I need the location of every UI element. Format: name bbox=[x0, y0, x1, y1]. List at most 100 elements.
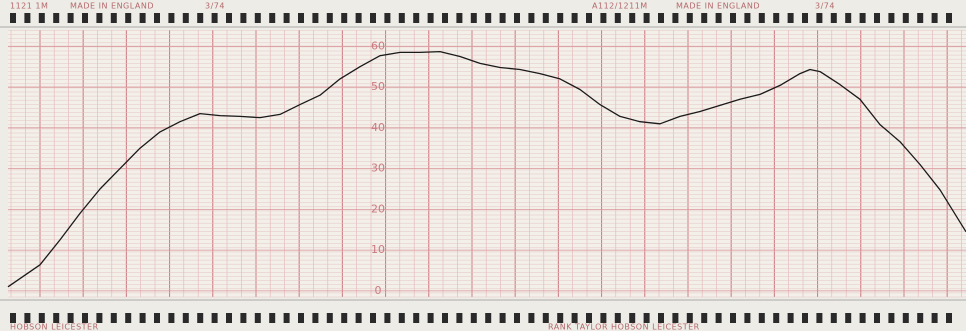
sprocket bbox=[543, 313, 549, 323]
sprocket bbox=[226, 13, 232, 23]
sprocket bbox=[831, 313, 837, 323]
y-tick-label: 50 bbox=[371, 80, 385, 93]
sprocket bbox=[860, 313, 866, 323]
y-tick-label: 20 bbox=[371, 202, 385, 215]
sprocket bbox=[10, 313, 16, 323]
sprocket bbox=[269, 13, 275, 23]
sprocket bbox=[500, 313, 506, 323]
sprocket bbox=[917, 313, 923, 323]
sprocket bbox=[82, 13, 88, 23]
sprocket bbox=[39, 13, 45, 23]
sprocket bbox=[672, 13, 678, 23]
sprocket bbox=[53, 13, 59, 23]
sprocket bbox=[687, 313, 693, 323]
sprocket bbox=[514, 13, 520, 23]
sprocket bbox=[658, 13, 664, 23]
sprocket bbox=[399, 313, 405, 323]
decoration bbox=[0, 13, 966, 323]
sprocket bbox=[197, 313, 203, 323]
sprocket bbox=[428, 13, 434, 23]
sprocket bbox=[658, 313, 664, 323]
sprocket bbox=[226, 313, 232, 323]
sprocket bbox=[140, 313, 146, 323]
sprocket bbox=[744, 313, 750, 323]
sprocket bbox=[773, 313, 779, 323]
sprocket bbox=[140, 13, 146, 23]
sprocket bbox=[284, 313, 290, 323]
sprocket bbox=[370, 313, 376, 323]
sprocket bbox=[197, 13, 203, 23]
sprocket bbox=[845, 313, 851, 323]
sprocket bbox=[183, 13, 189, 23]
sprocket bbox=[24, 13, 30, 23]
sprocket bbox=[629, 313, 635, 323]
sprocket bbox=[586, 313, 592, 323]
sprocket bbox=[528, 13, 534, 23]
sprocket bbox=[716, 313, 722, 323]
annotation: MADE IN ENGLAND bbox=[676, 2, 760, 11]
sprocket bbox=[154, 313, 160, 323]
sprocket bbox=[370, 13, 376, 23]
sprocket bbox=[629, 13, 635, 23]
chart: 01020304050601121 1MMADE IN ENGLAND3/74A… bbox=[0, 0, 966, 331]
sprocket bbox=[413, 313, 419, 323]
sprocket bbox=[946, 13, 952, 23]
sprocket bbox=[456, 313, 462, 323]
sprocket bbox=[96, 13, 102, 23]
sprocket bbox=[932, 13, 938, 23]
sprocket bbox=[788, 13, 794, 23]
sprocket bbox=[600, 13, 606, 23]
sprocket bbox=[917, 13, 923, 23]
sprocket bbox=[168, 313, 174, 323]
sprocket bbox=[168, 13, 174, 23]
sprocket bbox=[471, 313, 477, 323]
sprocket bbox=[255, 13, 261, 23]
sprocket bbox=[528, 313, 534, 323]
sprocket bbox=[543, 13, 549, 23]
sprocket bbox=[312, 13, 318, 23]
sprocket bbox=[384, 313, 390, 323]
sprocket bbox=[327, 13, 333, 23]
sprocket bbox=[903, 313, 909, 323]
sprocket bbox=[644, 313, 650, 323]
sprocket bbox=[125, 13, 131, 23]
sprocket bbox=[759, 313, 765, 323]
sprocket bbox=[485, 313, 491, 323]
sprocket bbox=[442, 313, 448, 323]
sprocket bbox=[730, 13, 736, 23]
y-tick-label: 10 bbox=[371, 243, 385, 256]
sprocket bbox=[816, 313, 822, 323]
sprocket bbox=[298, 13, 304, 23]
sprocket bbox=[154, 13, 160, 23]
sprocket bbox=[903, 13, 909, 23]
sprocket bbox=[413, 13, 419, 23]
sprocket bbox=[384, 13, 390, 23]
sprocket bbox=[874, 13, 880, 23]
sprocket bbox=[888, 13, 894, 23]
annotation: 3/74 bbox=[815, 2, 835, 11]
sprocket bbox=[111, 13, 117, 23]
sprocket bbox=[68, 13, 74, 23]
annotation: HOBSON LEICESTER bbox=[10, 323, 99, 331]
sprocket bbox=[125, 313, 131, 323]
annotation: 1121 1M bbox=[10, 2, 48, 11]
sprocket bbox=[946, 313, 952, 323]
sprocket bbox=[471, 13, 477, 23]
sprocket bbox=[831, 13, 837, 23]
sprocket bbox=[240, 313, 246, 323]
sprocket bbox=[572, 13, 578, 23]
sprocket bbox=[284, 13, 290, 23]
sprocket bbox=[716, 13, 722, 23]
sprocket bbox=[672, 313, 678, 323]
sprocket bbox=[212, 313, 218, 323]
sprocket bbox=[341, 313, 347, 323]
annotation: RANK TAYLOR HOBSON LEICESTER bbox=[548, 323, 700, 331]
plot-area bbox=[8, 30, 966, 297]
annotation: 3/74 bbox=[205, 2, 225, 11]
sprocket bbox=[816, 13, 822, 23]
sprocket bbox=[773, 13, 779, 23]
sprocket bbox=[572, 313, 578, 323]
sprocket bbox=[298, 313, 304, 323]
sprocket bbox=[255, 313, 261, 323]
sprocket bbox=[111, 313, 117, 323]
